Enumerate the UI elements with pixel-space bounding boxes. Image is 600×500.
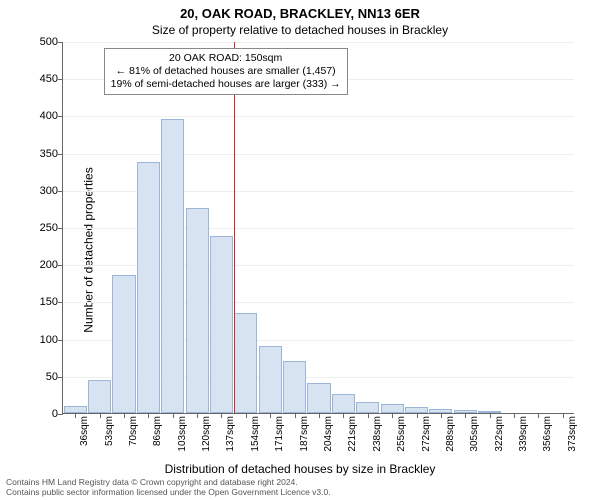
xtick-mark (295, 413, 296, 418)
xtick-mark (319, 413, 320, 418)
histogram-bar (210, 236, 233, 413)
xtick-mark (465, 413, 466, 418)
histogram-bar (307, 383, 330, 413)
xtick-label: 154sqm (250, 413, 261, 452)
ytick-label: 400 (40, 110, 63, 122)
ytick-label: 500 (40, 36, 63, 48)
histogram-bar (161, 119, 184, 413)
xtick-label: 255sqm (396, 413, 407, 452)
footer-line2: Contains public sector information licen… (6, 488, 594, 498)
xtick-label: 204sqm (323, 413, 334, 452)
xtick-mark (246, 413, 247, 418)
gridline (63, 154, 574, 155)
footer-credits: Contains HM Land Registry data © Crown c… (6, 478, 594, 498)
xtick-mark (124, 413, 125, 418)
histogram-bar (137, 162, 160, 413)
xtick-label: 288sqm (445, 413, 456, 452)
histogram-bar (259, 346, 282, 413)
histogram-bar (332, 394, 355, 413)
xtick-label: 36sqm (79, 413, 90, 446)
chart-title: 20, OAK ROAD, BRACKLEY, NN13 6ER (0, 0, 600, 21)
xtick-label: 137sqm (225, 413, 236, 452)
annotation-line1: 20 OAK ROAD: 150sqm (111, 52, 341, 65)
xtick-mark (221, 413, 222, 418)
chart-subtitle: Size of property relative to detached ho… (0, 21, 600, 37)
ytick-label: 150 (40, 296, 63, 308)
annotation-box: 20 OAK ROAD: 150sqm← 81% of detached hou… (104, 48, 348, 95)
xtick-mark (563, 413, 564, 418)
ytick-label: 100 (40, 334, 63, 346)
xtick-mark (75, 413, 76, 418)
xtick-label: 339sqm (518, 413, 529, 452)
xtick-label: 103sqm (177, 413, 188, 452)
xtick-label: 70sqm (128, 413, 139, 446)
xtick-label: 120sqm (201, 413, 212, 452)
xtick-mark (441, 413, 442, 418)
xtick-mark (368, 413, 369, 418)
histogram-bar (283, 361, 306, 413)
xtick-mark (538, 413, 539, 418)
xtick-mark (173, 413, 174, 418)
xtick-label: 221sqm (347, 413, 358, 452)
gridline (63, 42, 574, 43)
xtick-label: 238sqm (372, 413, 383, 452)
xtick-label: 305sqm (469, 413, 480, 452)
xtick-label: 86sqm (152, 413, 163, 446)
property-histogram: 20, OAK ROAD, BRACKLEY, NN13 6ER Size of… (0, 0, 600, 500)
xtick-label: 53sqm (104, 413, 115, 446)
histogram-bar (88, 380, 111, 413)
ytick-label: 300 (40, 185, 63, 197)
xtick-mark (490, 413, 491, 418)
histogram-bar (64, 406, 87, 413)
xtick-mark (392, 413, 393, 418)
ytick-label: 0 (52, 408, 63, 420)
xtick-label: 373sqm (567, 413, 578, 452)
xtick-mark (100, 413, 101, 418)
ytick-label: 450 (40, 73, 63, 85)
xtick-label: 187sqm (299, 413, 310, 452)
xtick-label: 272sqm (421, 413, 432, 452)
xtick-mark (197, 413, 198, 418)
ytick-label: 250 (40, 222, 63, 234)
gridline (63, 116, 574, 117)
xtick-mark (514, 413, 515, 418)
ytick-label: 200 (40, 259, 63, 271)
xtick-label: 171sqm (274, 413, 285, 452)
ytick-label: 350 (40, 148, 63, 160)
histogram-bar (112, 275, 135, 413)
annotation-line2: ← 81% of detached houses are smaller (1,… (111, 65, 341, 78)
annotation-line3: 19% of semi-detached houses are larger (… (111, 78, 341, 91)
x-axis-label: Distribution of detached houses by size … (0, 462, 600, 476)
histogram-bar (381, 404, 404, 413)
xtick-mark (417, 413, 418, 418)
histogram-bar (356, 402, 379, 413)
reference-line (234, 42, 235, 413)
xtick-mark (148, 413, 149, 418)
histogram-bar (234, 313, 257, 413)
xtick-mark (270, 413, 271, 418)
xtick-label: 356sqm (542, 413, 553, 452)
histogram-bar (186, 208, 209, 413)
xtick-mark (343, 413, 344, 418)
xtick-label: 322sqm (494, 413, 505, 452)
ytick-label: 50 (46, 371, 63, 383)
plot-area: 05010015020025030035040045050036sqm53sqm… (62, 42, 574, 414)
